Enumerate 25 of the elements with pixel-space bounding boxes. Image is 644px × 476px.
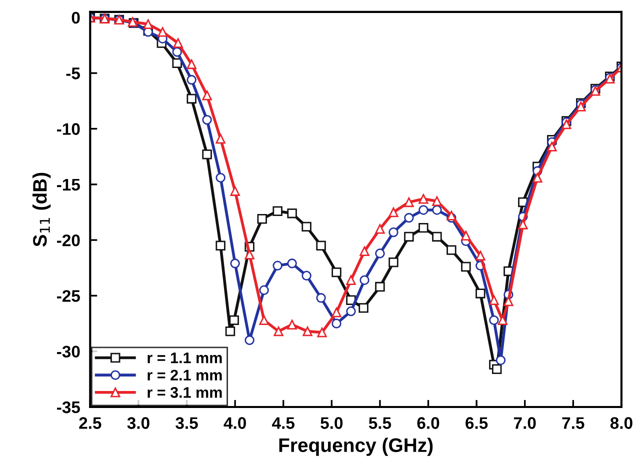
x-tick-label: 6.5	[466, 417, 488, 429]
x-axis-title: Frequency (GHz)	[279, 438, 433, 456]
x-tick-label: 7.0	[514, 417, 536, 429]
x-tick-label: 2.5	[79, 417, 102, 429]
y-tick-label: -10	[57, 123, 80, 135]
legend-label: r = 3.1 mm	[148, 387, 222, 398]
x-tick-label: 3.5	[176, 417, 198, 429]
y-axis-title: S$_{11}$ (dB)	[32, 172, 51, 247]
y-tick-label: -15	[57, 178, 80, 191]
x-tick-label: 8.0	[610, 417, 632, 429]
x-tick-label: 7.5	[562, 417, 584, 429]
legend-label: r = 1.1 mm	[148, 352, 222, 364]
y-tick-label: -35	[57, 401, 80, 414]
x-tick-label: 4.5	[272, 417, 294, 429]
y-tick-label: -30	[57, 346, 80, 358]
x-tick-label: 6.0	[417, 417, 440, 429]
y-tick-label: 0	[72, 12, 80, 24]
x-tick-label: 3.0	[127, 417, 150, 429]
x-tick-label: 5.5	[368, 417, 392, 429]
y-tick-label: -20	[57, 234, 80, 246]
x-tick-label: 4.0	[224, 417, 246, 429]
y-tick-label: -25	[57, 290, 80, 302]
y-tick-label: -5	[66, 68, 80, 80]
x-tick-label: 5.0	[320, 417, 343, 429]
legend-label: r = 2.1 mm	[148, 370, 222, 380]
